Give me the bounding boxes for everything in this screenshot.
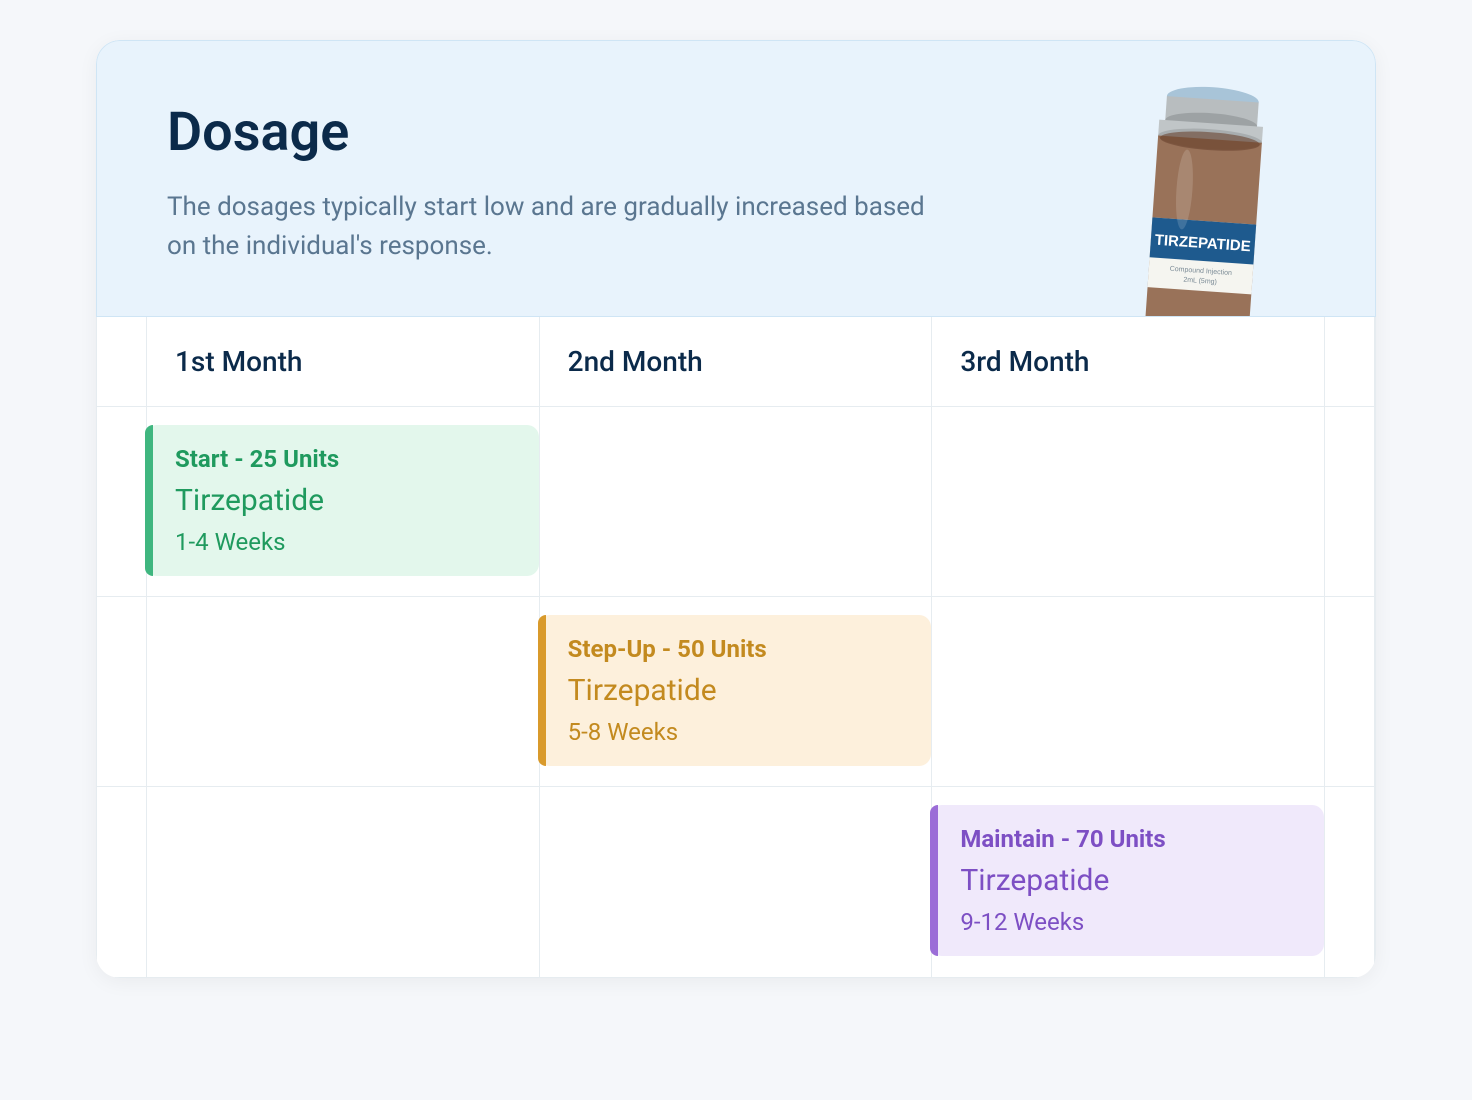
- grid-cell: Maintain - 70 Units Tirzepatide 9-12 Wee…: [932, 787, 1325, 977]
- dosage-weeks-range: 5-8 Weeks: [568, 718, 906, 746]
- dosage-schedule-grid: 1st Month 2nd Month 3rd Month Start - 25…: [96, 317, 1376, 978]
- dosage-phase-title: Step-Up - 50 Units: [568, 635, 906, 663]
- dosage-phase-card-stepup: Step-Up - 50 Units Tirzepatide 5-8 Weeks: [538, 615, 932, 766]
- grid-cell: [147, 597, 540, 787]
- dosage-weeks-range: 9-12 Weeks: [960, 908, 1298, 936]
- page-subtitle: The dosages typically start low and are …: [167, 188, 927, 266]
- dosage-card-container: Dosage The dosages typically start low a…: [96, 40, 1376, 978]
- dosage-drug-name: Tirzepatide: [960, 863, 1298, 898]
- card-accent-bar: [538, 615, 546, 766]
- grid-spacer: [1325, 787, 1375, 977]
- grid-cell: Step-Up - 50 Units Tirzepatide 5-8 Weeks: [540, 597, 933, 787]
- card-accent-bar: [930, 805, 938, 956]
- dosage-phase-card-maintain: Maintain - 70 Units Tirzepatide 9-12 Wee…: [930, 805, 1324, 956]
- dosage-drug-name: Tirzepatide: [175, 483, 513, 518]
- grid-cell: [147, 787, 540, 977]
- dosage-header: Dosage The dosages typically start low a…: [96, 40, 1376, 317]
- grid-spacer: [97, 787, 147, 977]
- dosage-weeks-range: 1-4 Weeks: [175, 528, 513, 556]
- grid-spacer: [97, 317, 147, 407]
- grid-cell: [932, 407, 1325, 597]
- grid-cell: [932, 597, 1325, 787]
- column-header-month-3: 3rd Month: [932, 317, 1325, 407]
- grid-cell: Start - 25 Units Tirzepatide 1-4 Weeks: [147, 407, 540, 597]
- grid-cell: [540, 787, 933, 977]
- dosage-phase-title: Maintain - 70 Units: [960, 825, 1298, 853]
- medicine-vial-icon: TIRZEPATIDE Compound Injection 2mL (5mg): [1095, 64, 1314, 317]
- dosage-phase-card-start: Start - 25 Units Tirzepatide 1-4 Weeks: [145, 425, 539, 576]
- grid-spacer: [1325, 407, 1375, 597]
- dosage-drug-name: Tirzepatide: [568, 673, 906, 708]
- grid-spacer: [97, 407, 147, 597]
- grid-cell: [540, 407, 933, 597]
- column-header-month-2: 2nd Month: [540, 317, 933, 407]
- grid-spacer: [1325, 597, 1375, 787]
- grid-spacer: [97, 597, 147, 787]
- column-header-month-1: 1st Month: [147, 317, 540, 407]
- dosage-phase-title: Start - 25 Units: [175, 445, 513, 473]
- card-accent-bar: [145, 425, 153, 576]
- grid-spacer: [1325, 317, 1375, 407]
